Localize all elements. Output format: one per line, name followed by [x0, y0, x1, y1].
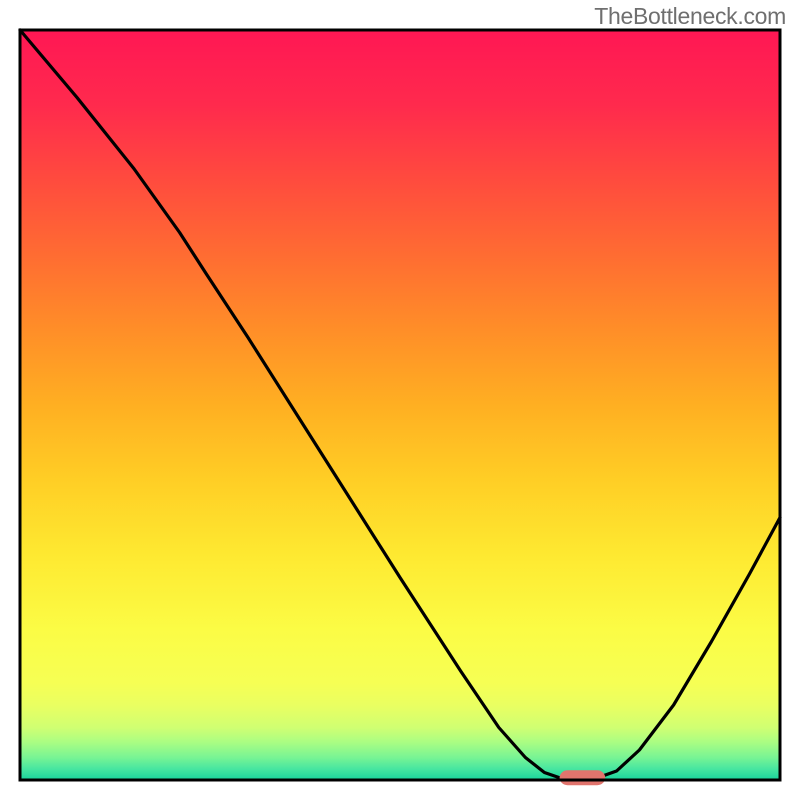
watermark-text: TheBottleneck.com: [594, 3, 786, 30]
optimal-marker: [560, 770, 606, 785]
chart-svg: [0, 0, 800, 800]
bottleneck-chart: TheBottleneck.com: [0, 0, 800, 800]
plot-background: [20, 30, 780, 780]
